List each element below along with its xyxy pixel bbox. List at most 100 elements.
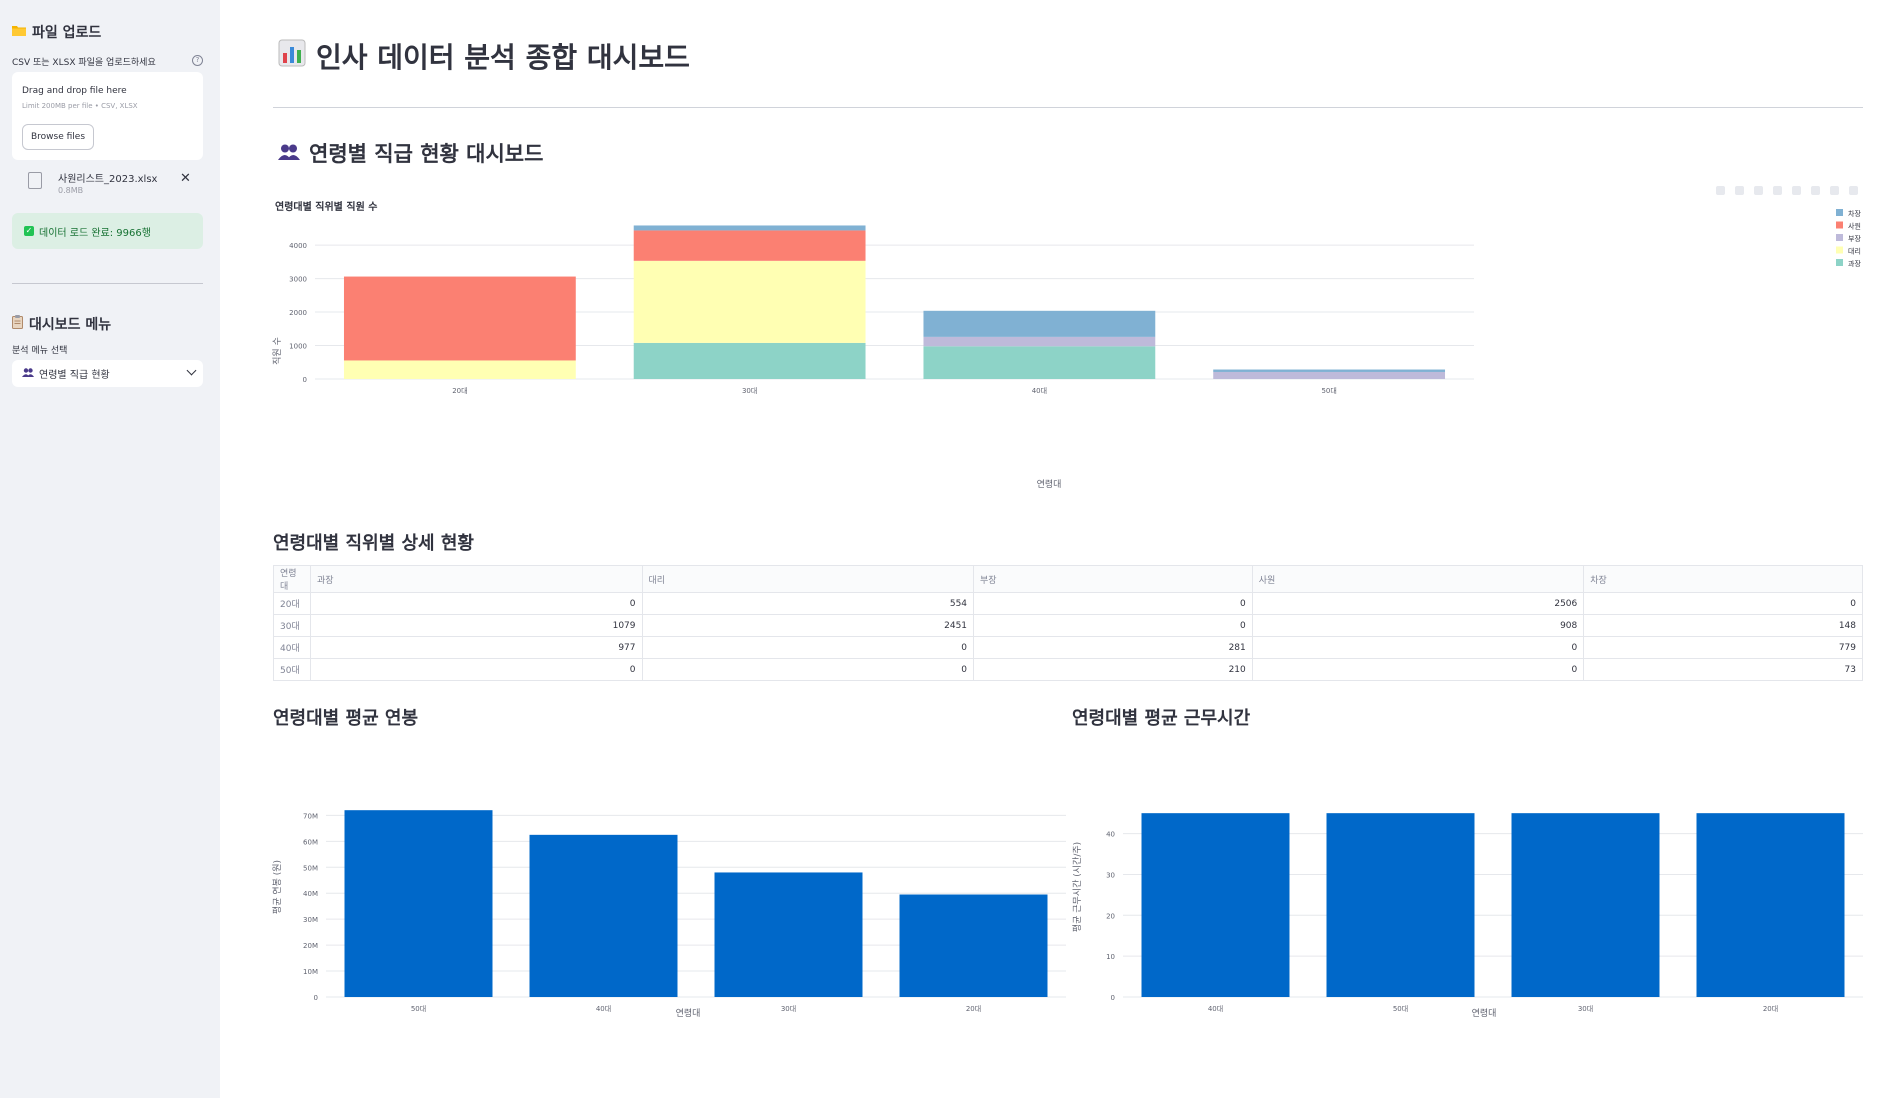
legend-label: 부장 bbox=[1848, 234, 1861, 243]
title-divider bbox=[273, 107, 1863, 108]
table-cell: 0 bbox=[310, 592, 643, 615]
bar-segment bbox=[343, 360, 576, 379]
y-tick-label: 70M bbox=[303, 812, 318, 820]
x-tick-label: 20대 bbox=[1763, 1005, 1778, 1013]
legend-swatch bbox=[1836, 259, 1843, 266]
table-row-label: 20대 bbox=[273, 592, 311, 615]
salary-title: 연령대별 평균 연봉 bbox=[273, 708, 419, 729]
bar bbox=[1511, 813, 1660, 997]
chart-toolbar bbox=[1716, 186, 1858, 195]
close-icon[interactable]: ✕ bbox=[180, 171, 191, 186]
page-title: 인사 데이터 분석 종합 대시보드 bbox=[278, 36, 690, 76]
legend-swatch bbox=[1836, 209, 1843, 216]
y-tick-label: 0 bbox=[303, 376, 307, 384]
bar bbox=[344, 810, 493, 997]
reset-axes-icon[interactable] bbox=[1830, 186, 1839, 195]
x-tick-label: 50대 bbox=[411, 1005, 426, 1013]
table-cell: 554 bbox=[641, 592, 975, 615]
table-cell: 73 bbox=[1583, 658, 1863, 681]
section-title: 연령별 직급 현황 대시보드 bbox=[278, 138, 543, 168]
table-row-label: 50대 bbox=[273, 658, 311, 681]
browse-files-button[interactable]: Browse files bbox=[22, 124, 94, 150]
file-dropzone[interactable]: Drag and drop file here Limit 200MB per … bbox=[12, 72, 203, 160]
file-name: 사원리스트_2023.xlsx bbox=[58, 174, 158, 185]
y-tick-label: 40 bbox=[1106, 831, 1115, 839]
table-cell: 281 bbox=[973, 636, 1253, 659]
x-tick-label: 30대 bbox=[1578, 1005, 1593, 1013]
bar-segment bbox=[923, 336, 1156, 347]
pan-icon[interactable] bbox=[1754, 186, 1763, 195]
menu-select[interactable]: 연령별 직급 현황 bbox=[12, 360, 203, 387]
x-tick-label: 40대 bbox=[1032, 387, 1047, 395]
table-cell: 1079 bbox=[310, 614, 643, 637]
autoscale-icon[interactable] bbox=[1811, 186, 1820, 195]
x-tick-label: 50대 bbox=[1393, 1005, 1408, 1013]
table-header: 연령대 bbox=[273, 565, 311, 593]
table-header[interactable]: 차장 bbox=[1583, 565, 1863, 593]
bar-segment bbox=[923, 310, 1156, 337]
bar bbox=[1326, 813, 1475, 997]
legend-label: 과장 bbox=[1848, 259, 1861, 268]
chart-title: 연령대별 직위별 직원 수 bbox=[275, 200, 377, 213]
x-tick-label: 30대 bbox=[781, 1005, 796, 1013]
table-header[interactable]: 대리 bbox=[641, 565, 975, 593]
table-cell: 148 bbox=[1583, 614, 1863, 637]
x-axis-label: 연령대 bbox=[676, 1007, 701, 1019]
table-title: 연령대별 직위별 상세 현황 bbox=[273, 533, 474, 554]
y-tick-label: 0 bbox=[314, 994, 318, 1002]
bar-chart-icon bbox=[278, 39, 306, 74]
bar-segment bbox=[1213, 371, 1446, 379]
y-tick-label: 60M bbox=[303, 838, 318, 846]
zoom-icon[interactable] bbox=[1735, 186, 1744, 195]
legend-label: 차장 bbox=[1848, 209, 1861, 218]
camera-icon[interactable] bbox=[1716, 186, 1725, 195]
bar bbox=[1141, 813, 1290, 997]
table-cell: 0 bbox=[310, 658, 643, 681]
menu-label: 분석 메뉴 선택 bbox=[12, 346, 68, 356]
y-tick-label: 50M bbox=[303, 864, 318, 872]
y-tick-label: 20M bbox=[303, 942, 318, 950]
table-header[interactable]: 부장 bbox=[973, 565, 1253, 593]
table-cell: 0 bbox=[973, 614, 1253, 637]
y-tick-label: 40M bbox=[303, 890, 318, 898]
plotly-logo-icon[interactable] bbox=[1849, 186, 1858, 195]
table-cell: 0 bbox=[641, 658, 975, 681]
x-tick-label: 30대 bbox=[742, 387, 757, 395]
table-cell: 2451 bbox=[641, 614, 975, 637]
table-cell: 2506 bbox=[1251, 592, 1585, 615]
bar bbox=[529, 834, 678, 997]
legend-swatch bbox=[1836, 234, 1843, 241]
zoom-in-icon[interactable] bbox=[1773, 186, 1782, 195]
y-axis-label: 평균 근무시간 (시간/주) bbox=[1072, 842, 1083, 932]
menu-header: 대시보드 메뉴 bbox=[12, 314, 111, 334]
y-axis-label: 평균 연봉 (원) bbox=[272, 860, 283, 914]
table-row: 40대 977 0 281 0 779 bbox=[273, 636, 1863, 659]
chevron-down-icon bbox=[186, 365, 197, 376]
table-header[interactable]: 과장 bbox=[310, 565, 643, 593]
x-tick-label: 50대 bbox=[1321, 387, 1336, 395]
table-row: 30대 1079 2451 0 908 148 bbox=[273, 614, 1863, 637]
success-alert: ✓ 데이터 로드 완료: 9966행 bbox=[12, 213, 203, 249]
table-cell: 0 bbox=[973, 592, 1253, 615]
legend-swatch bbox=[1836, 221, 1843, 229]
zoom-out-icon[interactable] bbox=[1792, 186, 1801, 195]
legend-swatch bbox=[1836, 246, 1843, 254]
sidebar: 파일 업로드 CSV 또는 XLSX 파일을 업로드하세요 ? Drag and… bbox=[0, 0, 220, 1098]
y-tick-label: 20 bbox=[1106, 912, 1115, 920]
table-row: 50대 0 0 210 0 73 bbox=[273, 658, 1863, 681]
y-axis-label: 직원 수 bbox=[272, 337, 283, 365]
bar-segment bbox=[343, 276, 576, 361]
hours-bar-chart: 평균 근무시간 (시간/주) 연령대 0 10 20 30 40 40대 50대 30대 20대 bbox=[1072, 813, 1863, 1019]
check-icon: ✓ bbox=[24, 226, 34, 236]
file-size: 0.8MB bbox=[58, 186, 84, 195]
legend-label: 대리 bbox=[1848, 247, 1861, 256]
x-axis-label: 연령대 bbox=[1037, 478, 1062, 490]
table-header[interactable]: 사원 bbox=[1251, 565, 1585, 593]
success-text: 데이터 로드 완료: 9966행 bbox=[39, 227, 151, 239]
table-header-row: 연령대 과장 대리 부장 사원 차장 bbox=[273, 565, 1863, 593]
bar-segment bbox=[633, 225, 866, 231]
help-icon[interactable]: ? bbox=[192, 55, 203, 66]
table-row-label: 40대 bbox=[273, 636, 311, 659]
people-icon bbox=[278, 141, 300, 165]
table-cell: 0 bbox=[1251, 658, 1585, 681]
